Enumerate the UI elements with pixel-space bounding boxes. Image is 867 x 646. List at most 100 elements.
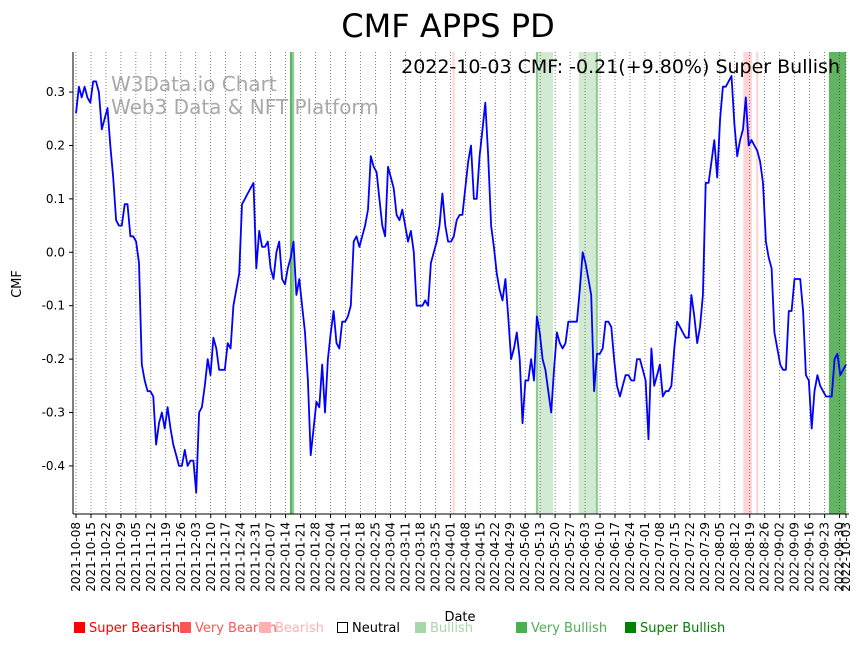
x-tick-label: 2021-12-24 [234,522,248,592]
x-tick-label: 2021-11-05 [129,522,143,592]
x-tick-label: 2021-12-10 [204,522,218,592]
x-tick-label: 2022-02-11 [339,522,353,592]
x-tick-label: 2022-01-28 [309,522,323,592]
y-tick-label: -0.4 [42,459,65,473]
x-tick-label: 2022-03-04 [383,522,397,592]
legend-swatch [625,622,636,633]
legend-swatch [180,622,191,633]
legend-item-bullish: Bullish [415,621,473,636]
x-tick-label: 2022-04-15 [473,522,487,592]
x-tick-label: 2022-06-10 [593,522,607,592]
legend-label: Neutral [352,621,400,636]
band-bullish [578,52,596,514]
x-tick-label: 2022-06-24 [623,522,637,592]
x-tick-label: 2022-07-01 [638,522,652,592]
x-tick-label: 2022-05-20 [548,522,562,592]
x-tick-label: 2022-08-26 [758,522,772,592]
band-bearish [743,52,752,514]
signal-legend: Super Bearish Very Bearish Bearish Neutral B… [74,621,854,639]
cmf-series [75,75,847,494]
x-tick-label: 2022-07-15 [668,522,682,592]
legend-item-very-bearish: Very Bearish [180,621,277,636]
watermark-line-2: Web3 Data & NFT Platform [111,95,379,119]
legend-item-super-bearish: Super Bearish [74,621,180,636]
x-tick-label: 2022-07-29 [698,522,712,592]
y-tick-label: 0.0 [46,245,65,259]
y-axis-label: CMF [10,270,25,298]
x-tick-label: 2022-09-16 [803,522,817,592]
x-tick-label: 2022-09-30 [833,522,847,592]
axes [72,52,849,515]
legend-item-super-bullish: Super Bullish [625,621,725,636]
x-tick-label: 2022-03-25 [428,522,442,592]
legend-swatch [415,622,426,633]
band-bearish [756,52,759,514]
cmf-line [75,75,847,494]
x-tick-label: 2022-03-11 [398,522,412,592]
legend-swatch [516,622,527,633]
legend-swatch [74,622,85,633]
y-tick-label: 0.2 [46,138,65,152]
y-tick-label: -0.2 [42,352,65,366]
legend-swatch [337,622,348,633]
y-tick-label: 0.3 [46,85,65,99]
x-tick-label: 2022-07-08 [653,522,667,592]
x-tick-label: 2022-05-13 [533,522,547,592]
x-tick-label: 2022-04-08 [458,522,472,592]
signal-bands [289,52,846,514]
x-tick-label: 2022-01-07 [264,522,278,592]
legend-item-bearish: Bearish [260,621,324,636]
x-axis-label: Date [444,610,475,625]
x-tick-label: 2022-06-17 [608,522,622,592]
x-tick-label: 2022-04-29 [503,522,517,592]
legend-item-neutral: Neutral [337,621,400,636]
band-very-bullish [292,52,295,514]
legend-label: Bearish [275,621,324,636]
y-tick-label: 0.1 [46,192,65,206]
legend-swatch [260,622,271,633]
x-tick-label: 2022-06-03 [578,522,592,592]
x-tick-label: 2021-10-08 [69,522,83,592]
band-bearish [452,52,455,514]
x-tick-label: 2022-08-12 [728,522,742,592]
x-tick-label: 2021-12-17 [219,522,233,592]
legend-label: Super Bearish [89,621,181,636]
band-very-bullish [595,52,598,514]
x-tick-label: 2022-03-18 [413,522,427,592]
legend-label: Very Bullish [531,621,608,636]
x-tick-label: 2022-01-21 [294,522,308,592]
x-tick-label: 2022-07-22 [683,522,697,592]
watermark-line-1: W3Data.io Chart [111,72,277,96]
band-super-bullish [828,52,846,514]
x-tick-label: 2021-10-29 [114,522,128,592]
x-tick-label: 2021-12-03 [189,522,203,592]
x-tick-label: 2021-11-12 [144,522,158,592]
legend-label: Very Bearish [195,621,277,636]
x-tick-label: 2022-08-05 [713,522,727,592]
x-tick-label: 2021-11-26 [174,522,188,592]
legend-label: Bullish [430,621,474,636]
x-tick-label: 2022-09-23 [818,522,832,592]
vertical-gridlines [75,52,847,514]
x-ticks: 2021-10-08 2021-10-15 2021-10-22 2021-10-29… [69,514,853,592]
band-very-bullish [535,52,538,514]
legend-item-very-bullish: Very Bullish [516,621,607,636]
x-tick-label: 2022-09-09 [788,522,802,592]
x-tick-label: 2022-01-14 [279,522,293,592]
x-tick-label: 2022-02-18 [353,522,367,592]
x-tick-label: 2022-02-04 [324,522,338,592]
y-ticks: 0.3 0.2 0.1 0.0 -0.1 -0.2 -0.3 -0.4 [42,85,73,473]
x-tick-label: 2022-10-03 [839,522,853,592]
x-tick-label: 2022-02-25 [368,522,382,592]
legend-label: Super Bullish [640,621,726,636]
y-tick-label: -0.3 [42,406,65,420]
x-tick-label: 2022-09-02 [773,522,787,592]
x-tick-label: 2022-05-27 [563,522,577,592]
y-tick-label: -0.1 [42,299,65,313]
x-tick-label: 2021-11-19 [159,522,173,592]
x-tick-label: 2022-04-22 [488,522,502,592]
chart-annotation: 2022-10-03 CMF: -0.21(+9.80%) Super Bull… [401,56,840,78]
x-tick-label: 2022-04-01 [443,522,457,592]
x-tick-label: 2021-12-31 [249,522,263,592]
